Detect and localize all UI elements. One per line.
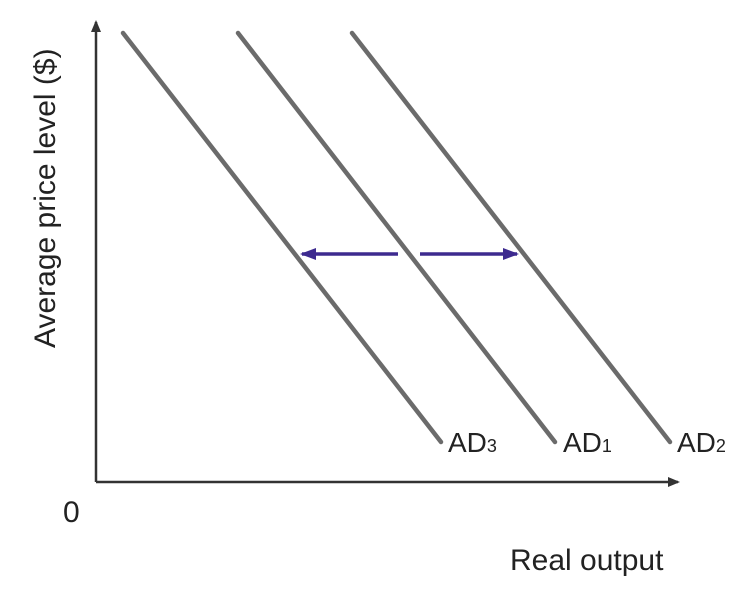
ad2-label-subscript: 2 (716, 436, 726, 456)
origin-label: 0 (63, 496, 80, 529)
ad1-label: AD1 (563, 427, 612, 458)
ad3-curve (120, 30, 444, 445)
ad3-label-subscript: 3 (487, 436, 497, 456)
ad1-label-subscript: 1 (602, 436, 612, 456)
x-axis-label: Real output (510, 544, 664, 577)
ad3-label: AD3 (448, 427, 497, 458)
ad2-curve (349, 30, 673, 445)
ad1-curve (235, 30, 558, 445)
y-axis-label: Average price level ($) (29, 48, 62, 348)
ad2-label: AD2 (677, 427, 726, 458)
